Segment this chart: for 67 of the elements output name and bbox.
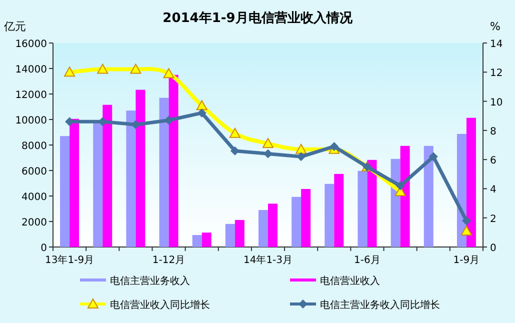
- y2-tick-label: 14: [490, 39, 503, 50]
- y-tick-label: 10000: [15, 116, 47, 126]
- point: [396, 181, 405, 190]
- legend-label: 电信营业收入同比增长: [110, 299, 210, 311]
- bar: [334, 174, 344, 247]
- bar: [70, 118, 80, 247]
- y-tick-label: 16000: [15, 39, 47, 50]
- y2-tick-label: 12: [490, 68, 503, 80]
- point: [428, 152, 438, 162]
- point: [462, 216, 471, 226]
- point: [196, 100, 208, 110]
- bar: [126, 110, 136, 247]
- y-tick-label: 6000: [22, 166, 47, 178]
- y2-tick-label: 2: [490, 214, 496, 225]
- bar: [93, 122, 103, 247]
- y-tick-label: 0: [40, 243, 47, 254]
- bar: [268, 204, 278, 247]
- point: [460, 225, 472, 236]
- bar: [159, 98, 169, 247]
- bar: [192, 235, 202, 247]
- bar: [102, 104, 112, 247]
- point: [229, 128, 240, 138]
- y-tick-label: 12000: [15, 90, 47, 101]
- y-tick-label: 14000: [15, 64, 47, 76]
- y2-tick-label: 4: [490, 184, 496, 196]
- point: [197, 108, 206, 118]
- legend-label: 电信主营业务收入: [110, 275, 190, 287]
- chart-title: 2014年1-9月电信营业收入情况: [162, 10, 354, 26]
- y-tick-label: 4000: [22, 192, 47, 203]
- y2-tick-label: 10: [490, 97, 503, 108]
- x-tick-label: 1-6月: [354, 255, 380, 266]
- y-tick-label: 2000: [22, 218, 47, 228]
- y-axis-title: 亿元: [3, 20, 26, 33]
- point: [264, 149, 272, 158]
- bar: [324, 184, 334, 247]
- legend-label: 电信主营业务收入同比增长: [320, 299, 440, 311]
- x-tick-label: 14年1-3月: [243, 254, 293, 266]
- bar: [466, 118, 476, 247]
- point: [330, 142, 339, 151]
- bar: [424, 146, 434, 247]
- bar: [136, 90, 146, 247]
- bar: [301, 188, 311, 247]
- y2-axis-title: %: [490, 20, 500, 33]
- x-tick-label: 1-9月: [453, 255, 480, 266]
- point: [296, 144, 307, 154]
- y2-tick-label: 6: [490, 156, 496, 167]
- y2-tick-label: 0: [490, 243, 496, 254]
- point: [97, 64, 108, 74]
- legend-label: 电信营业收入: [320, 275, 380, 287]
- x-tick-label: 1-12月: [152, 255, 186, 266]
- point: [130, 64, 142, 74]
- y2-tick-label: 8: [490, 126, 496, 138]
- bar: [225, 224, 235, 247]
- bar: [234, 220, 244, 247]
- bar: [292, 196, 302, 247]
- bar: [367, 160, 377, 247]
- point: [262, 138, 274, 148]
- bar: [400, 146, 410, 247]
- bar: [358, 170, 368, 247]
- point: [64, 66, 76, 77]
- point: [163, 68, 174, 78]
- bar: [258, 210, 268, 247]
- bar: [168, 74, 178, 247]
- bar: [202, 232, 212, 247]
- x-tick-label: 13年1-9月: [45, 254, 94, 266]
- y-tick-label: 8000: [22, 141, 47, 152]
- bar: [60, 136, 70, 247]
